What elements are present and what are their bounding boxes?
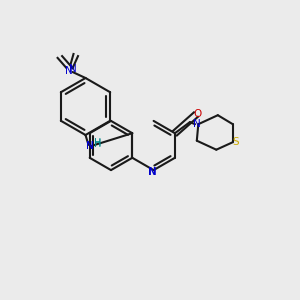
Text: O: O (193, 109, 202, 119)
Text: N: N (65, 65, 73, 76)
Text: H: H (94, 139, 102, 149)
Text: S: S (232, 137, 239, 147)
Text: N: N (86, 141, 94, 152)
Text: N: N (69, 64, 76, 74)
Text: H: H (94, 138, 101, 148)
Text: N: N (86, 141, 94, 152)
Text: N: N (148, 167, 157, 177)
Text: N: N (193, 119, 201, 129)
